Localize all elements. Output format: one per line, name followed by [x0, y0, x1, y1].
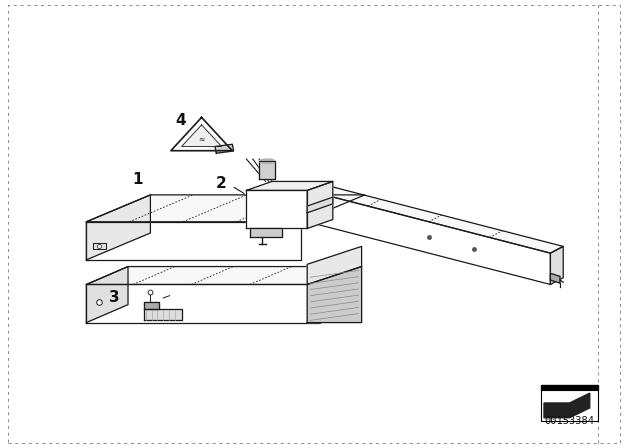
Polygon shape [171, 117, 232, 151]
Text: $\approx$: $\approx$ [197, 134, 206, 143]
Polygon shape [307, 181, 333, 228]
Polygon shape [259, 161, 275, 179]
Polygon shape [93, 243, 106, 249]
Bar [541, 385, 598, 390]
Polygon shape [307, 267, 362, 323]
Polygon shape [307, 190, 550, 284]
Polygon shape [86, 195, 365, 222]
Text: 4: 4 [175, 113, 186, 129]
Polygon shape [86, 284, 320, 323]
Polygon shape [182, 125, 221, 146]
Bar [541, 390, 598, 421]
Ellipse shape [259, 159, 275, 164]
Polygon shape [144, 302, 159, 309]
Polygon shape [144, 309, 182, 320]
Polygon shape [250, 228, 282, 237]
Polygon shape [246, 190, 307, 228]
Polygon shape [307, 246, 362, 284]
Polygon shape [86, 267, 362, 284]
Polygon shape [246, 181, 333, 190]
Text: 00153384: 00153384 [545, 416, 595, 426]
Polygon shape [307, 197, 333, 213]
Polygon shape [86, 222, 301, 260]
Polygon shape [550, 246, 563, 284]
Polygon shape [544, 393, 590, 418]
Polygon shape [86, 195, 150, 260]
Text: 3: 3 [109, 289, 119, 305]
Polygon shape [86, 267, 128, 323]
Polygon shape [307, 184, 563, 253]
Text: 2: 2 [216, 176, 226, 191]
Text: 1: 1 [132, 172, 143, 187]
Polygon shape [215, 144, 234, 153]
Polygon shape [550, 273, 560, 283]
